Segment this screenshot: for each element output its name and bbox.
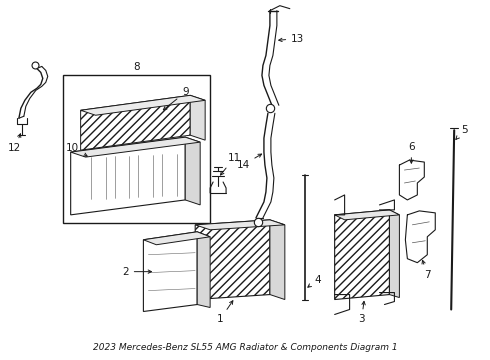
Polygon shape <box>335 210 390 300</box>
Polygon shape <box>390 210 399 298</box>
Text: 10: 10 <box>66 143 87 156</box>
Text: 14: 14 <box>236 154 262 170</box>
Polygon shape <box>144 232 210 245</box>
Text: 8: 8 <box>133 62 140 72</box>
Polygon shape <box>185 137 200 205</box>
Polygon shape <box>270 220 285 300</box>
Text: 6: 6 <box>408 142 415 163</box>
Text: 2: 2 <box>122 267 151 276</box>
Text: 4: 4 <box>308 275 321 287</box>
Polygon shape <box>81 95 190 150</box>
Text: 13: 13 <box>279 33 304 44</box>
Text: 12: 12 <box>8 134 22 153</box>
Polygon shape <box>197 232 210 307</box>
Bar <box>63 75 210 223</box>
Text: 3: 3 <box>358 301 365 324</box>
Polygon shape <box>195 220 285 230</box>
Polygon shape <box>335 210 399 220</box>
Text: 2023 Mercedes-Benz SL55 AMG Radiator & Components Diagram 1: 2023 Mercedes-Benz SL55 AMG Radiator & C… <box>93 343 397 352</box>
Text: 9: 9 <box>163 87 189 110</box>
Text: 7: 7 <box>422 260 431 280</box>
Polygon shape <box>144 232 197 311</box>
Text: 11: 11 <box>220 153 241 175</box>
Text: 5: 5 <box>456 125 467 139</box>
Text: 1: 1 <box>217 301 233 324</box>
Polygon shape <box>71 137 185 215</box>
Polygon shape <box>81 95 205 115</box>
Polygon shape <box>195 220 270 300</box>
Polygon shape <box>71 137 200 157</box>
Polygon shape <box>190 95 205 140</box>
